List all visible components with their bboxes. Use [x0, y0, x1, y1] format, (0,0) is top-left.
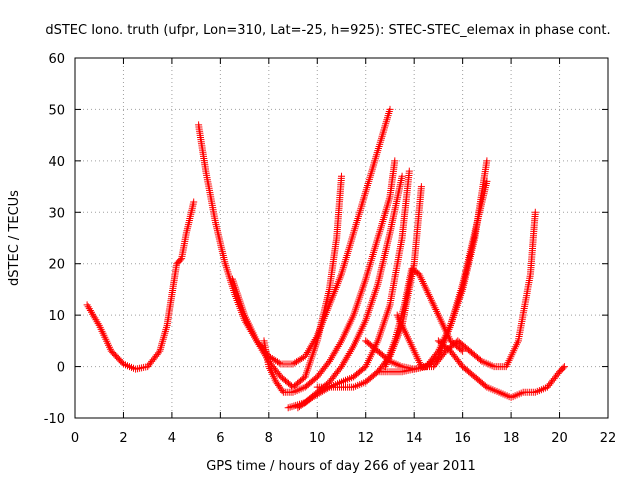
data-point — [457, 346, 465, 354]
series-11 — [393, 208, 539, 371]
x-tick-label: 22 — [600, 431, 617, 446]
data-point — [336, 339, 344, 347]
data-point — [290, 402, 298, 410]
data-point — [431, 304, 439, 312]
data-point — [190, 198, 198, 206]
data-point — [307, 343, 315, 351]
plot-frame — [74, 57, 609, 419]
x-tick-label: 0 — [71, 431, 79, 446]
data-point — [278, 387, 286, 395]
series-3 — [229, 105, 394, 368]
data-point — [398, 172, 406, 180]
data-point — [176, 256, 184, 264]
x-tick-label: 4 — [168, 431, 176, 446]
series-1-line — [86, 201, 195, 370]
data-point — [325, 357, 333, 365]
data-point — [416, 272, 424, 280]
x-tick-label: 10 — [309, 431, 326, 446]
y-tick-label: -10 — [44, 412, 65, 427]
data-points — [83, 105, 568, 412]
series-4 — [260, 157, 399, 396]
x-tick-label: 6 — [216, 431, 224, 446]
data-point — [343, 353, 351, 361]
chart-title: dSTEC Iono. truth (ufpr, Lon=310, Lat=-2… — [45, 23, 610, 38]
series-12 — [434, 337, 568, 401]
data-point — [386, 105, 394, 113]
data-point — [310, 337, 318, 345]
x-tick-label: 20 — [551, 431, 568, 446]
data-point — [559, 364, 567, 372]
data-point — [560, 363, 568, 371]
data-point — [94, 320, 102, 328]
x-axis-label: GPS time / hours of day 266 of year 2011 — [206, 459, 476, 474]
data-point — [330, 350, 338, 358]
series-6 — [294, 167, 413, 412]
axis-ticks: 0 2 4 6 8 10 12 14 16 18 20 22 -10 0 10 20 30 40 50 60 — [44, 52, 617, 446]
y-tick-label: 30 — [48, 206, 65, 221]
data-point — [275, 359, 283, 367]
x-tick-label: 2 — [119, 431, 127, 446]
data-point — [299, 353, 307, 361]
data-point — [391, 157, 399, 165]
data-point — [457, 361, 465, 369]
data-point — [419, 279, 427, 287]
grid — [75, 58, 608, 418]
data-point — [154, 349, 162, 357]
data-point — [340, 359, 348, 367]
data-point — [347, 346, 355, 354]
x-tick-label: 8 — [265, 431, 273, 446]
data-point — [422, 285, 430, 293]
data-point — [531, 208, 539, 216]
x-tick-label: 14 — [406, 431, 423, 446]
series-1 — [83, 198, 198, 373]
data-point — [428, 298, 436, 306]
data-point — [288, 403, 296, 411]
data-point — [481, 382, 489, 390]
data-point — [338, 172, 345, 180]
y-tick-label: 10 — [48, 309, 65, 324]
y-tick-label: 0 — [57, 361, 65, 376]
x-tick-label: 16 — [454, 431, 471, 446]
data-point — [434, 309, 441, 317]
data-point — [483, 157, 491, 165]
y-tick-label: 20 — [48, 258, 65, 273]
data-point — [372, 369, 380, 377]
data-point — [86, 307, 94, 314]
data-point — [405, 167, 413, 175]
data-point — [303, 349, 311, 356]
y-tick-label: 60 — [48, 52, 65, 67]
data-point — [459, 347, 467, 355]
y-axis-label: dSTEC / TECUs — [7, 190, 22, 286]
data-point — [445, 346, 453, 354]
data-point — [83, 301, 91, 309]
data-point — [90, 312, 98, 320]
data-point — [425, 291, 433, 299]
data-point — [284, 404, 292, 412]
series-2 — [195, 121, 345, 391]
x-tick-label: 12 — [357, 431, 374, 446]
data-point — [417, 183, 425, 191]
data-point — [440, 349, 448, 357]
data-point — [483, 177, 491, 185]
data-point — [336, 364, 344, 372]
x-tick-label: 18 — [503, 431, 520, 446]
y-tick-label: 50 — [48, 103, 65, 118]
data-point — [333, 344, 341, 352]
y-tick-label: 40 — [48, 155, 65, 170]
